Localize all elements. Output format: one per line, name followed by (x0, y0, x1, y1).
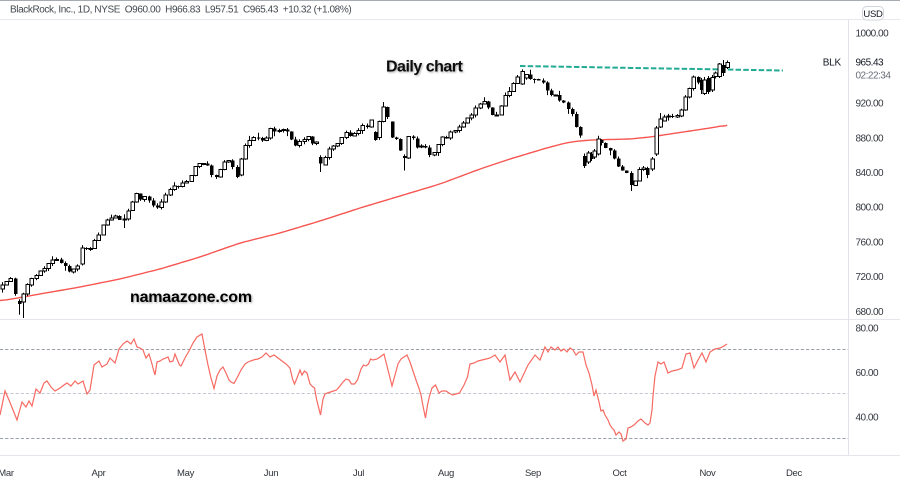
svg-text:680.00: 680.00 (856, 307, 885, 318)
svg-text:840.00: 840.00 (856, 168, 885, 179)
svg-text:965.43: 965.43 (856, 58, 885, 69)
svg-text:namaazone.com: namaazone.com (130, 289, 252, 306)
svg-text:Daily chart: Daily chart (386, 59, 463, 76)
svg-text:May: May (177, 468, 195, 479)
svg-text:Mar: Mar (0, 468, 14, 479)
svg-text:760.00: 760.00 (856, 237, 885, 248)
svg-text:BlackRock, Inc., 1D, NYSE O96: BlackRock, Inc., 1D, NYSE O960.00 H966.8… (10, 4, 351, 15)
svg-text:Nov: Nov (700, 468, 717, 479)
svg-text:880.00: 880.00 (856, 133, 885, 144)
svg-text:Sep: Sep (525, 468, 541, 479)
svg-text:920.00: 920.00 (856, 99, 885, 110)
svg-text:80.00: 80.00 (856, 324, 879, 335)
svg-text:Aug: Aug (438, 468, 454, 479)
svg-text:720.00: 720.00 (856, 272, 885, 283)
svg-text:BLK: BLK (823, 58, 842, 69)
svg-text:Jul: Jul (353, 468, 364, 479)
svg-text:USD: USD (863, 9, 883, 20)
svg-text:Jun: Jun (264, 468, 278, 479)
svg-text:60.00: 60.00 (856, 368, 879, 379)
svg-text:Apr: Apr (92, 468, 106, 479)
svg-text:Dec: Dec (786, 468, 803, 479)
svg-text:800.00: 800.00 (856, 203, 885, 214)
svg-text:1000.00: 1000.00 (856, 29, 890, 40)
svg-text:40.00: 40.00 (856, 412, 879, 423)
svg-text:Oct: Oct (613, 468, 628, 479)
svg-text:02:22:34: 02:22:34 (856, 71, 892, 82)
